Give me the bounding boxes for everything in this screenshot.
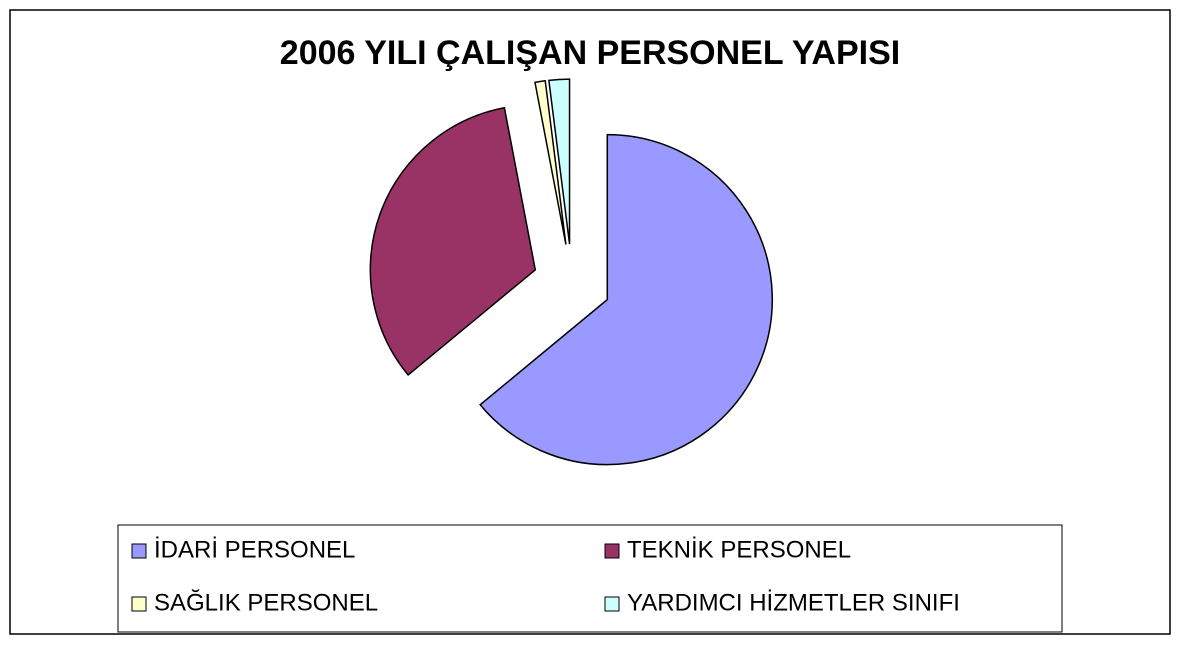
legend-box bbox=[117, 524, 1063, 633]
legend-swatch bbox=[131, 543, 147, 559]
legend-label: SAĞLIK PERSONEL bbox=[154, 589, 378, 616]
legend-swatch bbox=[604, 596, 620, 612]
pie-slice bbox=[369, 106, 537, 377]
pie-slice bbox=[534, 79, 567, 245]
legend-label: YARDIMCI HİZMETLER SINIFI bbox=[627, 589, 960, 616]
legend-label: İDARİ PERSONEL bbox=[154, 536, 355, 563]
pie-slice bbox=[479, 133, 774, 466]
chart-title: 2006 YILI ÇALIŞAN PERSONEL YAPISI bbox=[280, 34, 900, 72]
legend-swatch bbox=[131, 596, 147, 612]
pie-slice bbox=[548, 78, 571, 245]
legend-swatch bbox=[604, 543, 620, 559]
legend-label: TEKNİK PERSONEL bbox=[627, 536, 851, 563]
